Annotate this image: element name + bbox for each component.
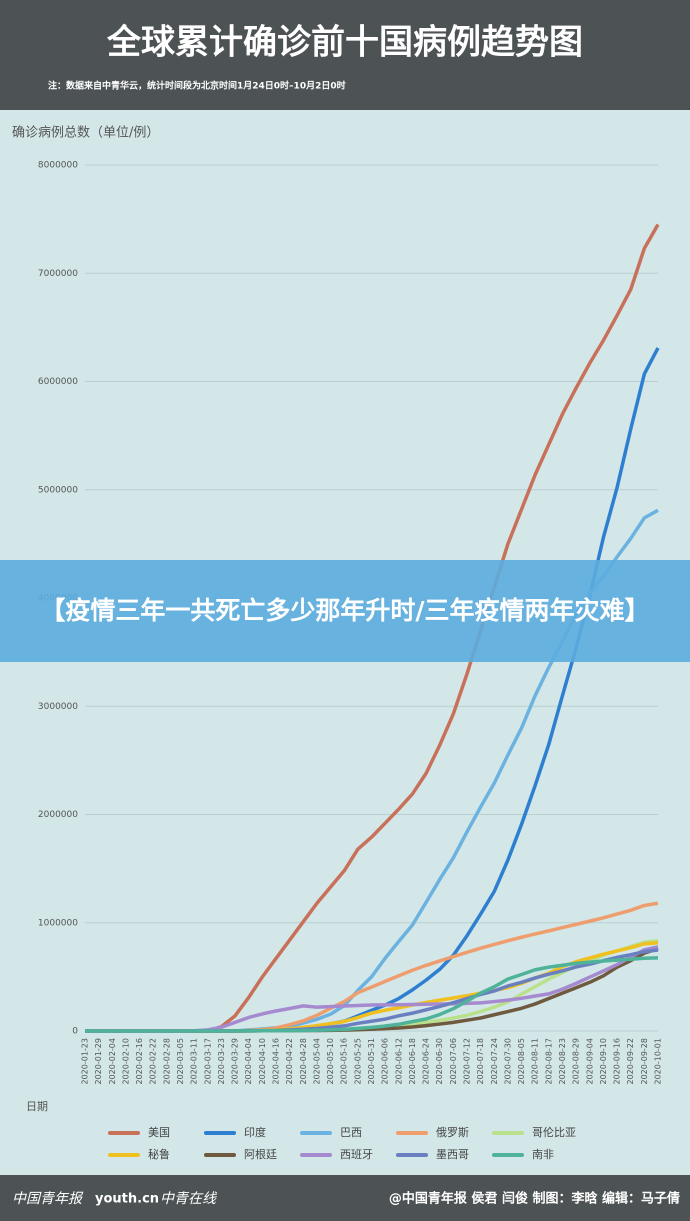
x-tick-label: 2020-03-11	[190, 1038, 199, 1085]
legend-label: 西班牙	[340, 1148, 373, 1161]
x-tick-label: 2020-05-04	[312, 1038, 321, 1085]
x-tick-label: 2020-03-05	[176, 1038, 185, 1085]
x-tick-label: 2020-06-06	[381, 1038, 390, 1085]
x-tick-label: 2020-08-17	[544, 1038, 553, 1085]
y-tick-label: 3000000	[38, 702, 78, 712]
x-tick-label: 2020-03-23	[217, 1038, 226, 1085]
x-tick-label: 2020-09-16	[613, 1038, 622, 1085]
legend-label: 哥伦比亚	[532, 1125, 576, 1139]
x-tick-label: 2020-03-29	[231, 1038, 240, 1085]
x-tick-label: 2020-05-31	[367, 1038, 376, 1085]
y-tick-label: 0	[72, 1027, 78, 1037]
footer-logo: 中国青年报	[12, 1191, 84, 1207]
x-tick-label: 2020-05-10	[326, 1038, 335, 1085]
x-tick-label: 2020-05-16	[340, 1038, 349, 1085]
x-tick-label: 2020-08-29	[572, 1038, 581, 1085]
x-tick-label: 2020-02-16	[135, 1038, 144, 1085]
y-tick-label: 2000000	[38, 810, 78, 820]
chart-title: 全球累计确诊前十国病例趋势图	[106, 23, 583, 63]
x-tick-label: 2020-04-22	[285, 1038, 294, 1085]
banner: 【疫情三年一共死亡多少那年升时/三年疫情两年灾难】	[0, 560, 690, 662]
x-tick-label: 2020-04-10	[258, 1038, 267, 1085]
x-tick-label: 2020-04-16	[272, 1038, 281, 1085]
x-tick-label: 2020-07-18	[476, 1038, 485, 1085]
legend-label: 墨西哥	[436, 1148, 469, 1161]
x-tick-label: 2020-07-06	[449, 1038, 458, 1085]
x-tick-label: 2020-07-30	[503, 1038, 512, 1085]
series-line	[85, 956, 659, 1033]
header-band	[0, 0, 690, 110]
x-tick-label: 2020-08-11	[531, 1038, 540, 1085]
x-tick-label: 2020-06-30	[435, 1038, 444, 1085]
x-tick-label: 2020-09-04	[585, 1038, 594, 1085]
x-tick-label: 2020-01-23	[81, 1038, 90, 1085]
x-tick-label: 2020-03-17	[203, 1038, 212, 1085]
footer-credit: @中国青年报 侯君 闫俊 制图：李晗 编辑：马子倩	[389, 1191, 680, 1207]
x-tick-label: 2020-08-23	[558, 1038, 567, 1085]
y-tick-label: 1000000	[38, 918, 78, 928]
footer-band	[0, 1175, 690, 1221]
x-tick-label: 2020-02-04	[108, 1038, 117, 1085]
x-tick-label: 2020-09-22	[626, 1038, 635, 1085]
x-tick-label: 2020-06-18	[408, 1038, 417, 1085]
x-tick-label: 2020-07-12	[463, 1038, 472, 1085]
x-tick-label: 2020-04-04	[244, 1038, 253, 1085]
footer-logo: 中青在线	[160, 1191, 218, 1207]
legend-label: 秘鲁	[148, 1147, 170, 1161]
chart-subtitle: 注：数据来自中青华云，统计时间段为北京时间1月24日0时–10月2日0时	[48, 80, 346, 92]
x-tick-label: 2020-06-12	[394, 1038, 403, 1085]
y-tick-label: 6000000	[38, 377, 78, 387]
y-tick-label: 7000000	[38, 269, 78, 279]
x-tick-label: 2020-04-28	[299, 1038, 308, 1085]
legend-label: 南非	[532, 1148, 554, 1161]
x-tick-label: 2020-02-10	[121, 1038, 130, 1085]
y-tick-label: 8000000	[38, 161, 78, 171]
x-tick-label: 2020-01-29	[94, 1038, 103, 1085]
x-tick-label: 2020-09-28	[640, 1038, 649, 1085]
x-tick-label: 2020-07-24	[490, 1038, 499, 1085]
y-tick-label: 5000000	[38, 485, 78, 495]
x-tick-label: 2020-02-22	[149, 1038, 158, 1085]
x-tick-label: 2020-10-01	[654, 1038, 663, 1085]
footer-logo: youth.cn	[95, 1192, 159, 1207]
x-tick-label: 2020-02-28	[162, 1038, 171, 1085]
series-line	[85, 347, 660, 1033]
x-tick-label: 2020-05-25	[353, 1038, 362, 1085]
x-axis-label: 日期	[26, 1100, 48, 1113]
x-tick-label: 2020-09-10	[599, 1038, 608, 1085]
legend-label: 俄罗斯	[436, 1126, 469, 1139]
legend-label: 巴西	[340, 1126, 362, 1139]
x-tick-label: 2020-08-05	[517, 1038, 526, 1085]
x-tick-label: 2020-06-24	[422, 1038, 431, 1085]
series-line	[85, 947, 659, 1033]
legend-label: 美国	[148, 1126, 170, 1139]
legend-label: 印度	[244, 1125, 266, 1139]
legend-label: 阿根廷	[244, 1147, 277, 1161]
y-axis-label: 确诊病例总数（单位/例）	[12, 126, 159, 141]
